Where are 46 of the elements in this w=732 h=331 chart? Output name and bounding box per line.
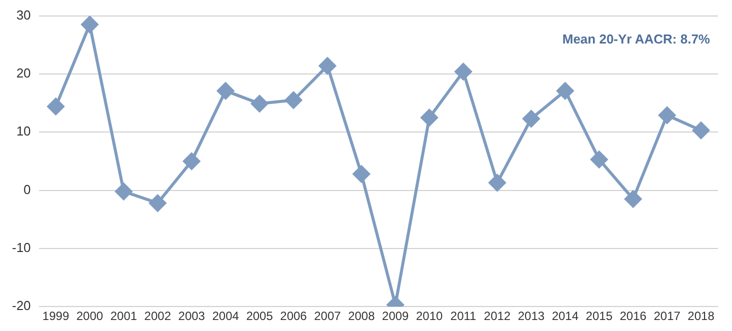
- x-tick-label: 2018: [688, 309, 715, 324]
- x-tick-label: 2005: [246, 309, 274, 324]
- x-tick-label: 2007: [314, 309, 342, 324]
- y-tick-label: 10: [16, 124, 31, 139]
- point: [251, 95, 268, 112]
- x-tick-label: 2002: [144, 309, 172, 324]
- y-tick-label: 0: [24, 182, 31, 197]
- y-tick-label: -20: [12, 298, 31, 314]
- x-tick-label: 2003: [178, 309, 206, 324]
- x-tick-label: 2011: [450, 309, 477, 324]
- point: [149, 194, 166, 212]
- point: [183, 152, 200, 170]
- x-tick-label: 2009: [382, 309, 410, 324]
- point: [318, 57, 336, 74]
- point: [590, 150, 608, 168]
- point: [81, 16, 98, 34]
- point: [284, 92, 302, 109]
- point: [624, 190, 642, 208]
- x-tick-label: 2014: [552, 309, 579, 324]
- y-tick-label: 30: [16, 7, 31, 22]
- x-tick-label: 1999: [42, 309, 70, 324]
- x-tick-label: 2015: [586, 309, 613, 324]
- point: [658, 106, 676, 124]
- x-tick-label: 2004: [212, 309, 240, 324]
- point: [217, 82, 234, 100]
- annotation: Mean 20-Yr AACR: 8.7%: [562, 31, 710, 46]
- point: [115, 182, 132, 200]
- point: [47, 98, 64, 116]
- x-tick-label: 2000: [76, 309, 104, 324]
- x-tick-label: 2013: [518, 309, 545, 324]
- point: [352, 165, 370, 182]
- x-tick-label: 2010: [416, 309, 444, 324]
- y-tick-label: 20: [16, 66, 31, 81]
- x-tick-label: 2017: [654, 309, 681, 324]
- point: [556, 82, 574, 100]
- point: [420, 109, 438, 126]
- x-tick-label: 2012: [484, 309, 511, 324]
- x-tick-label: 2016: [620, 309, 647, 324]
- point: [692, 122, 710, 139]
- point: [522, 110, 540, 128]
- x-tick-label: 2006: [280, 309, 308, 324]
- y-tick-label: -10: [12, 240, 31, 256]
- x-tick-label: 2001: [110, 309, 138, 324]
- point: [454, 63, 472, 80]
- point: [488, 174, 506, 192]
- x-tick-label: 2008: [348, 309, 376, 324]
